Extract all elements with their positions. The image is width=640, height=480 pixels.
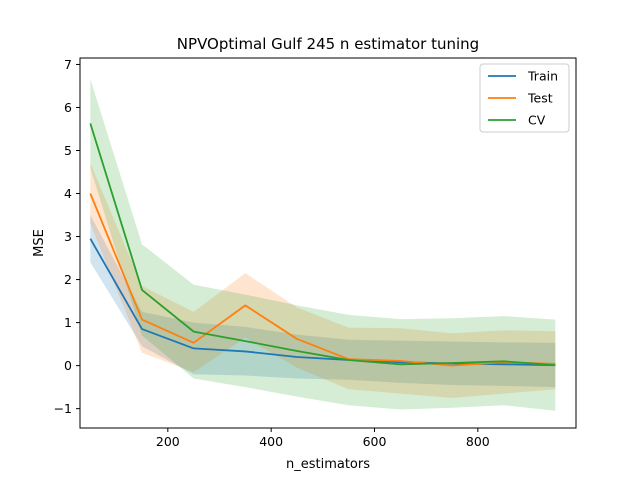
legend-label-test: Test	[527, 91, 553, 106]
line-test	[89, 193, 556, 367]
confidence-bands	[90, 79, 556, 411]
line-cv	[89, 123, 556, 367]
x-axis-label: n_estimators	[286, 457, 370, 472]
y-tick-label: 7	[64, 57, 72, 72]
x-tick-label: 400	[259, 434, 283, 449]
y-tick-label: 6	[64, 100, 72, 115]
y-tick-label: 0	[64, 358, 72, 373]
plot-frame	[79, 57, 577, 429]
y-tick-label: 1	[64, 315, 72, 330]
chart-title: NPVOptimal Gulf 245 n estimator tuning	[177, 35, 479, 53]
y-axis-label: MSE	[32, 229, 47, 257]
x-tick-label: 800	[466, 434, 490, 449]
legend-label-train: Train	[527, 69, 558, 84]
y-axis-ticks: −1 0 1 2 3 4 5 6 7	[54, 57, 80, 416]
band-cv	[90, 79, 556, 411]
y-tick-label: 5	[64, 143, 72, 158]
x-tick-label: 200	[156, 434, 180, 449]
legend: Train Test CV	[479, 63, 570, 133]
band-test	[90, 163, 556, 398]
y-tick-label: 4	[64, 186, 72, 201]
band-train	[90, 215, 556, 388]
series-lines	[89, 123, 556, 367]
y-tick-label: 2	[64, 272, 72, 287]
x-axis-ticks: 200 400 600 800	[156, 428, 490, 449]
x-tick-label: 600	[363, 434, 387, 449]
y-tick-label: −1	[54, 401, 72, 416]
legend-box	[479, 63, 570, 133]
legend-label-cv: CV	[528, 113, 546, 128]
y-tick-label: 3	[64, 229, 72, 244]
